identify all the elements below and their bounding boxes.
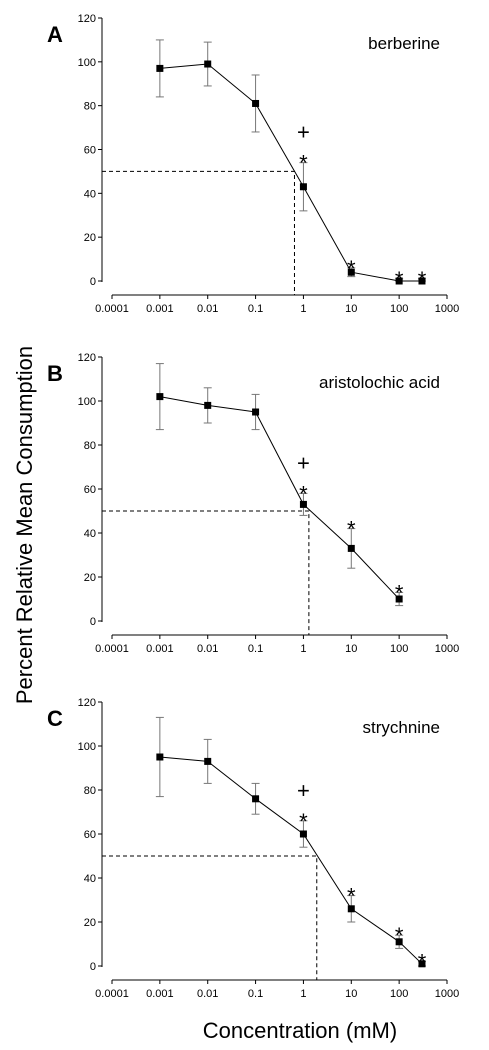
panel-c-y-tick-label: 60 [84,829,96,841]
panel-b-x-tick-label: 100 [390,643,408,655]
panel-c-title: strychnine [363,718,440,737]
panel-c-y-tick-label: 40 [84,873,96,885]
panel-b-x-tick-label: 1000 [435,643,459,655]
panel-c-x-tick-label: 1 [300,988,306,1000]
panel-a-letter: A [47,22,63,47]
panel-c-y-tick-label: 20 [84,917,96,929]
panel-a-data-point [204,60,212,68]
panel-b-title: aristolochic acid [319,373,440,392]
panel-c-data-point [299,830,307,838]
panel-c-y-tick-label: 100 [78,741,96,753]
panel-b-y-tick-label: 60 [84,484,96,496]
x-axis-title: Concentration (mM) [203,1018,397,1043]
panel-b-series-line [159,396,400,600]
panel-b-asterisk-marker: * [395,580,404,605]
panel-a-series-line [159,63,422,282]
panel-b-y-tick-label: 40 [84,528,96,540]
panel-c-data-point [204,757,212,765]
panel-a-data-point [156,64,164,72]
panel-c-x-tick-label: 0.1 [248,988,263,1000]
panel-c-x-tick-label: 0.0001 [95,988,129,1000]
panel-a-y-tick-label: 20 [84,232,96,244]
panel-c-asterisk-marker: * [418,950,427,975]
panel-b-y-tick-label: 20 [84,572,96,584]
panel-c-x-tick-label: 0.01 [197,988,218,1000]
panel-a-y-tick-label: 100 [78,57,96,69]
panel-a-x-tick-label: 1 [300,303,306,315]
panel-c-data-point [395,938,403,946]
panel-a-x-tick-label: 0.01 [197,303,218,315]
panel-c-data-point [156,753,164,761]
panel-b-asterisk-marker: * [299,481,308,506]
panel-a-title: berberine [368,34,440,53]
panel-c-x-tick-label: 10 [345,988,357,1000]
panel-a-x-tick-label: 1000 [435,303,459,315]
panel-c-x-tick-label: 1000 [435,988,459,1000]
panel-a-x-tick-label: 0.001 [146,303,174,315]
panel-a-y-tick-label: 80 [84,101,96,113]
panel-c-plus-marker: + [297,778,310,803]
panel-b-x-tick-label: 0.1 [248,643,263,655]
panel-b-reference-line [102,510,310,635]
panel-b-x-tick-label: 1 [300,643,306,655]
panel-c-letter: C [47,706,63,731]
panel-b-data-point [156,393,164,401]
panel-a-y-tick-label: 40 [84,188,96,200]
panel-b-data-point [395,595,403,603]
panel-a-asterisk-marker: * [395,267,404,292]
panel-a-y-tick-label: 60 [84,145,96,157]
panel-a-data-point [299,183,307,191]
panel-a-x-tick-label: 0.0001 [95,303,129,315]
panel-a-reference-line [102,170,295,295]
panel-a-asterisk-marker: * [347,256,356,281]
panel-c-data-point [252,795,260,803]
panel-a-data-point [347,268,355,276]
panel-c-x-tick-label: 100 [390,988,408,1000]
panel-a-data-point [252,99,260,107]
panel-b-plus-marker: + [297,450,310,475]
panel-c-reference-line [102,855,318,980]
panel-c-asterisk-marker: * [299,809,308,834]
panel-a-y-tick-label: 120 [78,13,96,25]
panel-c-data-point [347,905,355,913]
panel-b-data-point [347,544,355,552]
panel-c-y-tick-label: 80 [84,785,96,797]
panel-b-letter: B [47,361,63,386]
panel-a-x-tick-label: 100 [390,303,408,315]
panel-b-data-point [252,408,260,416]
panel-b-y-tick-label: 0 [90,616,96,628]
panel-a-asterisk-marker: * [299,151,308,176]
panel-b-x-tick-label: 10 [345,643,357,655]
panel-a-x-tick-label: 10 [345,303,357,315]
panel-c-asterisk-marker: * [395,923,404,948]
panel-b-y-tick-label: 120 [78,352,96,364]
panel-a-plus-marker: + [297,120,310,145]
panel-b-data-point [299,500,307,508]
panel-b-y-tick-label: 100 [78,396,96,408]
panel-a-data-point [395,277,403,285]
panel-c-data-point [418,960,426,968]
panel-c-x-tick-label: 0.001 [146,988,174,1000]
panel-a-y-tick-label: 0 [90,276,96,288]
panel-c-series-line [159,756,423,965]
panel-a: 0 20 40 60 80 100 120 0.0001 0.001 0.01 0.1 1 10 100 1… [47,13,459,315]
panel-c-y-tick-label: 120 [78,697,96,709]
panel-c-y-tick-label: 0 [90,961,96,973]
panel-a-asterisk-marker: * [418,267,427,292]
y-axis-title: Percent Relative Mean Consumption [12,346,37,704]
panel-c-asterisk-marker: * [347,884,356,909]
panel-b-asterisk-marker: * [347,517,356,542]
panel-b: 0 20 40 60 80 100 120 0.0001 0.001 0.01 0.1 1 10 100 1… [47,352,459,655]
panel-b-x-tick-label: 0.01 [197,643,218,655]
panel-b-x-tick-label: 0.0001 [95,643,129,655]
panel-b-data-point [204,401,212,409]
panel-a-x-tick-label: 0.1 [248,303,263,315]
panel-a-data-point [418,277,426,285]
panel-b-x-tick-label: 0.001 [146,643,174,655]
panel-b-y-tick-label: 80 [84,440,96,452]
panel-c: 0 20 40 60 80 100 120 0.0001 0.001 0.01 0.1 1 10 100 1… [47,697,459,1000]
